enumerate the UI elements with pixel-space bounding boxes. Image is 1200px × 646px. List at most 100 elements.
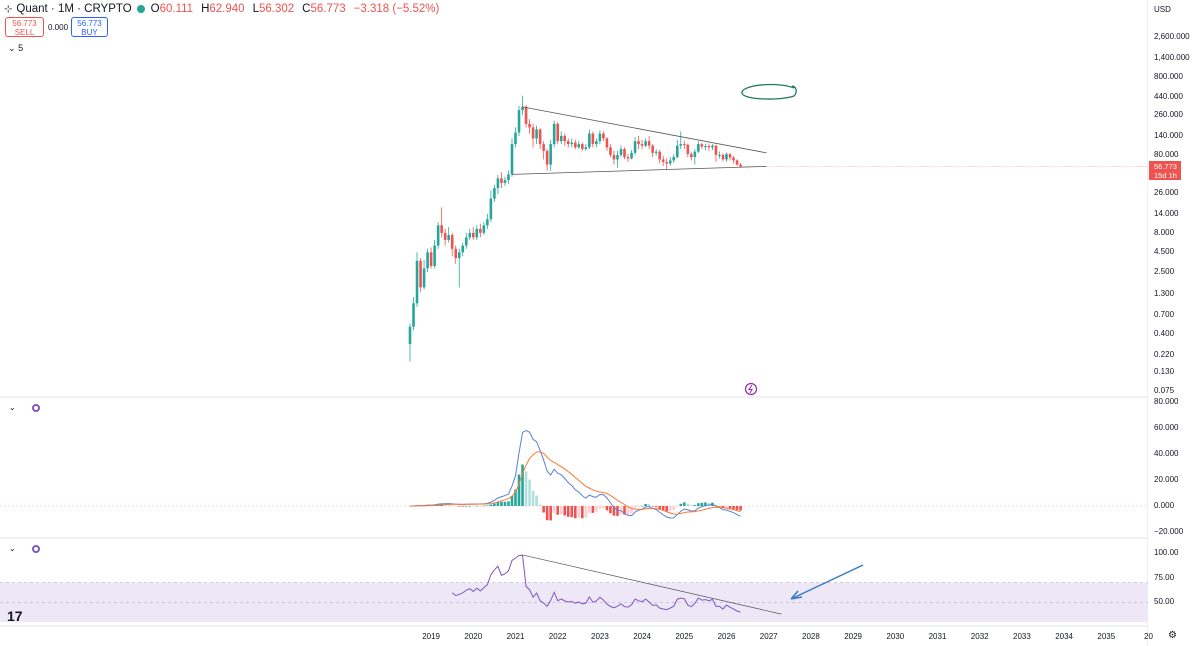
candle — [464, 237, 468, 246]
histogram-bar — [563, 506, 567, 516]
candle — [661, 159, 665, 162]
candle — [408, 326, 412, 345]
macd-tick-label: 20.000 — [1154, 475, 1179, 484]
histogram-bar — [591, 506, 595, 513]
price-tick-label: 2,600.000 — [1154, 32, 1190, 41]
candle — [700, 144, 704, 147]
candle — [489, 198, 493, 220]
price-tick-label: 0.400 — [1154, 329, 1175, 339]
histogram-bar — [735, 506, 739, 510]
candle — [728, 154, 732, 158]
histogram-bar — [714, 504, 718, 506]
symbol-title[interactable]: Quant · 1M · CRYPTO — [16, 3, 132, 15]
histogram-bar — [644, 504, 647, 506]
histogram-bar — [479, 505, 482, 507]
candle — [581, 144, 584, 150]
collapse-legend-icon[interactable]: ⊹ — [4, 3, 13, 15]
histogram-bar — [693, 505, 697, 506]
price-tick-label: 8.000 — [1154, 227, 1175, 237]
histogram-bar — [728, 506, 732, 509]
price-tick-label: 26.000 — [1154, 187, 1179, 197]
histogram-bar — [549, 506, 552, 521]
histogram-bar — [658, 506, 661, 509]
indicator-icon[interactable] — [32, 404, 40, 412]
histogram-bar — [704, 502, 707, 506]
candle — [493, 188, 496, 199]
histogram-bar — [447, 505, 450, 506]
histogram-bar — [654, 506, 658, 507]
ohlc-item: O60.111 — [151, 3, 197, 15]
price-axis[interactable]: USD 2,600.000 1,400.000 800.000 440.000 260.… — [1148, 0, 1200, 646]
candle — [443, 232, 447, 240]
histogram-bar — [535, 495, 538, 506]
candle — [637, 141, 640, 145]
price-tick-label: 0.220 — [1154, 349, 1175, 359]
candle — [665, 161, 669, 164]
candle — [500, 178, 503, 183]
macd-line — [409, 430, 741, 519]
histogram-bar — [605, 506, 609, 511]
ohlc-item: −3.318 (−5.52%) — [354, 3, 444, 15]
histogram-bar — [566, 506, 570, 517]
sell-button[interactable]: 56.773 SELL — [5, 17, 44, 37]
price-tick-label: 2.500 — [1154, 267, 1175, 277]
ohlc-key: L — [252, 3, 259, 15]
histogram-bar — [630, 506, 633, 514]
histogram-bar — [507, 501, 510, 506]
candle — [457, 252, 461, 259]
candle — [584, 147, 588, 150]
candle — [612, 154, 616, 160]
candle — [552, 123, 556, 145]
candle — [668, 160, 672, 164]
currency-label[interactable]: USD — [1154, 5, 1171, 14]
candle — [658, 151, 661, 160]
histogram-bar — [464, 505, 468, 507]
candle — [486, 219, 489, 226]
histogram-bar — [552, 506, 556, 513]
chevron-down-icon[interactable]: ⌄ — [9, 403, 16, 412]
price-tick-label: 4.500 — [1154, 247, 1175, 257]
histogram-bar — [626, 506, 630, 515]
spread-value: 0.000 — [48, 23, 69, 32]
histogram-bar — [661, 506, 665, 511]
candle — [549, 144, 552, 165]
candle — [566, 141, 570, 145]
sell-price: 56.773 — [12, 19, 37, 28]
candle — [573, 142, 577, 148]
arrow-annotation — [790, 564, 864, 600]
histogram-bar — [468, 505, 472, 507]
chart-canvas[interactable] — [0, 0, 1148, 646]
gear-icon[interactable]: ⚙ — [1168, 630, 1177, 641]
candle — [436, 225, 440, 246]
candle — [718, 154, 721, 156]
chart-header: ⊹ Quant · 1M · CRYPTO O60.111 H62.940 L56.… — [0, 0, 1148, 60]
histogram-bar — [531, 490, 535, 506]
candle — [690, 154, 693, 158]
target-ellipse — [741, 83, 797, 100]
candle — [732, 157, 735, 161]
histogram-bar — [721, 506, 725, 508]
histogram-bar — [496, 502, 500, 506]
buy-button[interactable]: 56.773 BUY — [71, 17, 108, 37]
candle — [672, 157, 676, 161]
lightning-bolt — [748, 384, 753, 394]
histogram-bar — [559, 506, 563, 515]
histogram-bar — [514, 489, 517, 506]
price-tick-label: 0.130 — [1154, 367, 1175, 377]
candle — [563, 135, 567, 142]
histogram-bar — [672, 506, 676, 510]
chevron-down-icon[interactable]: ⌄ — [9, 544, 16, 553]
candle — [517, 110, 521, 133]
price-tick-label: 260.000 — [1154, 109, 1183, 119]
macd-tick-label: −20.000 — [1154, 527, 1184, 536]
ohlc-key: C — [302, 3, 311, 15]
histogram-bar — [440, 504, 443, 506]
ohlc-item: L56.302 — [253, 3, 299, 15]
macd-tick-label: 80.000 — [1154, 397, 1179, 406]
candle — [686, 144, 690, 155]
bar-countdown: 15d 1h — [1154, 171, 1177, 180]
indicator-icon[interactable] — [32, 545, 40, 553]
candle — [472, 232, 475, 238]
candle — [721, 154, 725, 160]
indicators-toggle[interactable]: ⌄ 5 — [8, 43, 23, 54]
